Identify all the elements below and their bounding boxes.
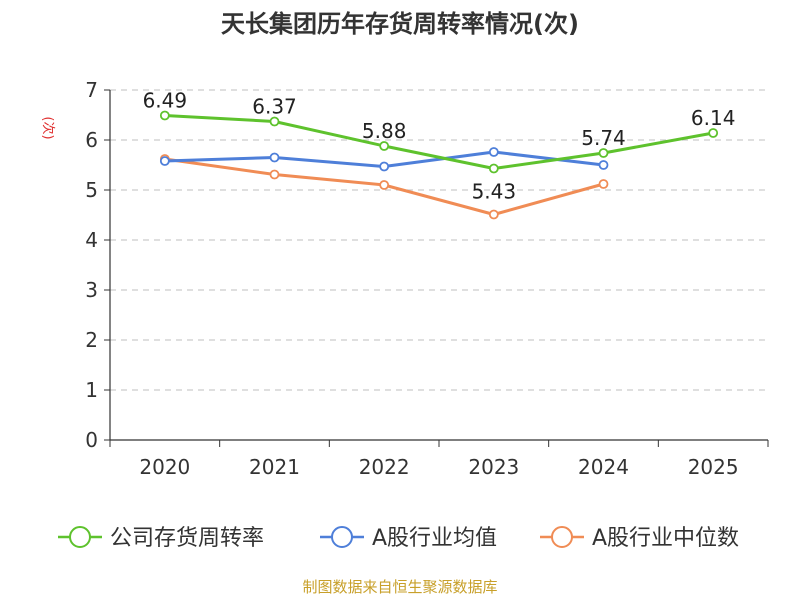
y-tick-label: 1 — [85, 378, 98, 402]
data-point[interactable] — [269, 169, 280, 180]
grid-lines — [110, 89, 768, 391]
data-point[interactable] — [708, 128, 719, 138]
data-point[interactable] — [159, 156, 170, 166]
y-tick-label: 0 — [85, 428, 98, 452]
series-layer — [159, 110, 719, 220]
y-tick-label: 3 — [85, 278, 98, 302]
y-tick-label: 6 — [85, 128, 98, 152]
data-point[interactable] — [269, 116, 280, 127]
data-label: 5.43 — [472, 180, 517, 204]
x-tick-label: 2020 — [139, 455, 190, 479]
data-point[interactable] — [488, 163, 499, 174]
y-axis-label: (次) — [40, 116, 56, 139]
y-tick-label: 2 — [85, 328, 98, 352]
x-tick-label: 2024 — [578, 455, 629, 479]
data-labels: 6.49 6.37 5.88 5.43 5.74 6.14 — [143, 89, 736, 204]
legend-label[interactable]: 公司存货周转率 — [110, 526, 264, 551]
legend-label[interactable]: A股行业中位数 — [592, 526, 739, 551]
y-tick-labels: 0 1 2 3 4 5 6 7 — [85, 78, 98, 452]
series-line — [164, 114, 714, 170]
x-tick-label: 2023 — [468, 455, 519, 479]
x-tick-label: 2021 — [249, 455, 300, 479]
data-point[interactable] — [379, 180, 390, 190]
data-label: 6.14 — [691, 106, 736, 130]
legend-marker[interactable] — [551, 526, 573, 548]
legend-marker[interactable] — [331, 526, 353, 548]
data-point[interactable] — [598, 160, 609, 170]
data-point[interactable] — [598, 179, 609, 189]
data-label: 6.37 — [252, 95, 297, 119]
legend-marker[interactable] — [69, 526, 91, 548]
data-label: 5.88 — [362, 119, 407, 143]
data-label: 5.74 — [581, 126, 626, 150]
x-tick-labels: 2020 2021 2022 2023 2024 2025 — [139, 455, 738, 479]
data-point[interactable] — [598, 148, 609, 158]
x-tick-label: 2022 — [359, 455, 410, 479]
y-tick-label: 5 — [85, 178, 98, 202]
source-note: 制图数据来自恒生聚源数据库 — [302, 578, 497, 596]
chart-title: 天长集团历年存货周转率情况(次) — [221, 10, 579, 38]
axes — [104, 89, 769, 447]
data-label: 6.49 — [143, 89, 188, 113]
data-point[interactable] — [379, 141, 390, 151]
data-point[interactable] — [488, 209, 499, 220]
y-tick-label: 7 — [85, 78, 98, 102]
legend: 公司存货周转率 A股行业均值 A股行业中位数 — [58, 526, 739, 551]
data-point[interactable] — [488, 147, 499, 157]
y-tick-label: 4 — [85, 228, 98, 252]
x-tick-label: 2025 — [688, 455, 739, 479]
data-point[interactable] — [269, 152, 280, 163]
data-point[interactable] — [159, 110, 170, 121]
data-point[interactable] — [379, 161, 390, 172]
legend-label[interactable]: A股行业均值 — [372, 526, 497, 551]
